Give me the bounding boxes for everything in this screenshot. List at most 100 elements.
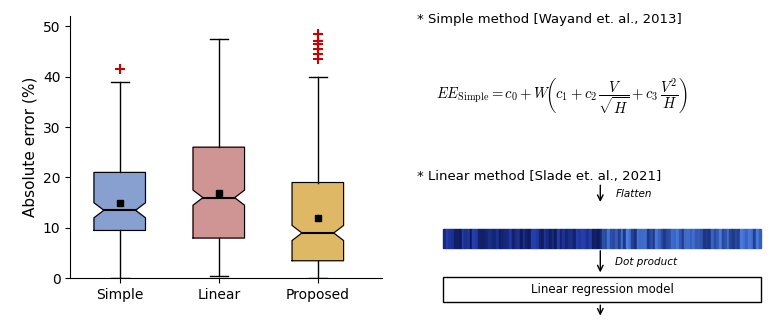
Polygon shape [602,229,604,248]
Polygon shape [515,229,517,248]
Polygon shape [636,229,640,248]
Polygon shape [684,229,687,248]
Polygon shape [483,229,485,248]
Polygon shape [565,229,568,248]
Polygon shape [626,229,629,248]
Polygon shape [589,229,591,248]
Polygon shape [547,229,549,248]
Polygon shape [732,229,735,248]
Polygon shape [549,229,551,248]
Polygon shape [724,229,727,248]
Polygon shape [445,229,448,248]
Polygon shape [494,229,496,248]
Polygon shape [740,229,743,248]
Polygon shape [462,229,464,248]
Polygon shape [443,229,445,248]
Polygon shape [459,229,462,248]
Polygon shape [618,229,621,248]
Polygon shape [716,229,719,248]
Text: * Linear method [Slade et. al., 2021]: * Linear method [Slade et. al., 2021] [417,170,661,183]
Polygon shape [695,229,697,248]
Polygon shape [668,229,671,248]
Polygon shape [679,229,682,248]
Polygon shape [475,229,477,248]
Polygon shape [193,147,244,238]
Polygon shape [708,229,711,248]
Text: $EE_{\mathrm{Simple}} = c_0 + W\!\left(c_1 + c_2\,\dfrac{V}{\sqrt{H}} + c_3\,\df: $EE_{\mathrm{Simple}} = c_0 + W\!\left(c… [435,77,687,116]
Text: Linear regression model: Linear regression model [530,283,674,296]
Polygon shape [512,229,515,248]
Polygon shape [451,229,454,248]
Polygon shape [551,229,555,248]
Polygon shape [477,229,480,248]
Polygon shape [711,229,714,248]
Polygon shape [650,229,653,248]
Polygon shape [597,229,600,248]
Polygon shape [663,229,666,248]
Polygon shape [470,229,472,248]
Polygon shape [661,229,663,248]
Polygon shape [517,229,520,248]
Polygon shape [464,229,467,248]
Polygon shape [629,229,631,248]
Y-axis label: Absolute error (%): Absolute error (%) [23,77,37,217]
Polygon shape [604,229,608,248]
Polygon shape [631,229,634,248]
Polygon shape [480,229,483,248]
Polygon shape [443,277,761,302]
Polygon shape [671,229,674,248]
Polygon shape [655,229,658,248]
Polygon shape [509,229,512,248]
Text: * Simple method [Wayand et. al., 2013]: * Simple method [Wayand et. al., 2013] [417,13,682,26]
Polygon shape [642,229,644,248]
Polygon shape [583,229,587,248]
Polygon shape [719,229,722,248]
Polygon shape [573,229,576,248]
Polygon shape [525,229,528,248]
Polygon shape [693,229,695,248]
Polygon shape [523,229,525,248]
Polygon shape [502,229,504,248]
Polygon shape [570,229,573,248]
Polygon shape [750,229,753,248]
Polygon shape [729,229,732,248]
Polygon shape [674,229,676,248]
Polygon shape [600,229,602,248]
Polygon shape [722,229,724,248]
Polygon shape [507,229,509,248]
Polygon shape [613,229,615,248]
Polygon shape [608,229,610,248]
Polygon shape [557,229,560,248]
Polygon shape [615,229,618,248]
Polygon shape [488,229,491,248]
Polygon shape [520,229,523,248]
Polygon shape [578,229,581,248]
Polygon shape [555,229,557,248]
Polygon shape [536,229,538,248]
Polygon shape [448,229,451,248]
Polygon shape [676,229,679,248]
Polygon shape [576,229,578,248]
Polygon shape [743,229,746,248]
Polygon shape [534,229,536,248]
Polygon shape [94,172,146,230]
Polygon shape [467,229,470,248]
Polygon shape [541,229,544,248]
Polygon shape [610,229,613,248]
Polygon shape [560,229,562,248]
Text: Flatten: Flatten [615,188,652,199]
Polygon shape [644,229,647,248]
Polygon shape [292,182,343,261]
Polygon shape [714,229,716,248]
Polygon shape [623,229,626,248]
Polygon shape [528,229,530,248]
Polygon shape [544,229,547,248]
Polygon shape [454,229,456,248]
Polygon shape [587,229,589,248]
Polygon shape [746,229,748,248]
Polygon shape [581,229,583,248]
Polygon shape [697,229,700,248]
Polygon shape [653,229,655,248]
Polygon shape [748,229,750,248]
Polygon shape [591,229,594,248]
